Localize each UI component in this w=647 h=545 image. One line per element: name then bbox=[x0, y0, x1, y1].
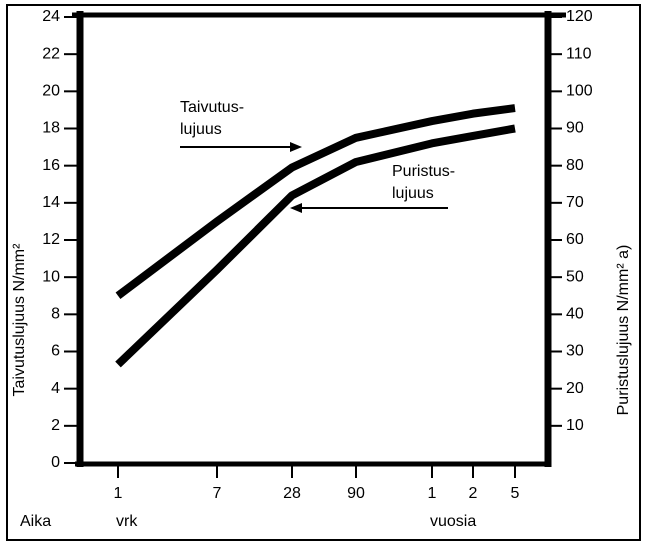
y2-tick-label: 30 bbox=[566, 343, 584, 360]
y-tick-label: 22 bbox=[42, 45, 60, 62]
series-line bbox=[115, 104, 516, 299]
outer-frame bbox=[6, 4, 641, 541]
y-tick-label: 18 bbox=[42, 120, 60, 137]
y2-tick-label: 50 bbox=[566, 268, 584, 285]
y-tick-label: 16 bbox=[42, 157, 60, 174]
x-tick-label: 2 bbox=[469, 485, 478, 502]
y2-tick-label: 10 bbox=[566, 417, 584, 434]
y-tick-label: 6 bbox=[51, 343, 60, 360]
y-tick-label: 14 bbox=[42, 194, 60, 211]
y2-tick-label: 20 bbox=[566, 380, 584, 397]
x-tick-label: 90 bbox=[347, 485, 365, 502]
y-tick-label: 10 bbox=[42, 268, 60, 285]
x-tick-label: 1 bbox=[114, 485, 123, 502]
y-tick-label: 4 bbox=[51, 380, 60, 397]
x-tick-label: 28 bbox=[283, 485, 301, 502]
annotation: Puristus- bbox=[392, 163, 455, 180]
y-tick-label: 8 bbox=[51, 306, 60, 323]
y2-tick-label: 90 bbox=[566, 120, 584, 137]
annotation: lujuus bbox=[180, 121, 222, 138]
y2-tick-label: 100 bbox=[566, 83, 593, 100]
annotation-arrowhead bbox=[290, 203, 302, 213]
x-unit-label: vuosia bbox=[430, 513, 476, 530]
y-tick-label: 12 bbox=[42, 231, 60, 248]
annotation: Taivutus- bbox=[180, 99, 244, 116]
y2-tick-label: 110 bbox=[566, 45, 592, 62]
y-tick-label: 20 bbox=[42, 83, 60, 100]
y2-tick-label: 70 bbox=[566, 194, 584, 211]
x-tick-label: 1 bbox=[428, 485, 437, 502]
series-line bbox=[115, 124, 516, 368]
x-tick-label: 5 bbox=[511, 485, 520, 502]
annotation-arrowhead bbox=[290, 142, 302, 152]
x-unit-label: vrk bbox=[116, 513, 138, 530]
y-tick-label: 0 bbox=[51, 454, 60, 471]
y2-tick-label: 40 bbox=[566, 306, 584, 323]
y2-axis-label: Puristuslujuus N/mm² a) bbox=[615, 245, 632, 416]
y-tick-label: 24 bbox=[42, 8, 60, 25]
y2-tick-label: 80 bbox=[566, 157, 584, 174]
y-axis-label: Taivutuslujuus N/mm² bbox=[11, 243, 28, 397]
y2-tick-label: 120 bbox=[566, 8, 593, 25]
annotation: lujuus bbox=[392, 185, 434, 202]
y2-tick-label: 60 bbox=[566, 231, 584, 248]
x-tick-label: 7 bbox=[213, 485, 222, 502]
x-axis-label: Aika bbox=[20, 513, 51, 530]
y-tick-label: 2 bbox=[51, 417, 60, 434]
